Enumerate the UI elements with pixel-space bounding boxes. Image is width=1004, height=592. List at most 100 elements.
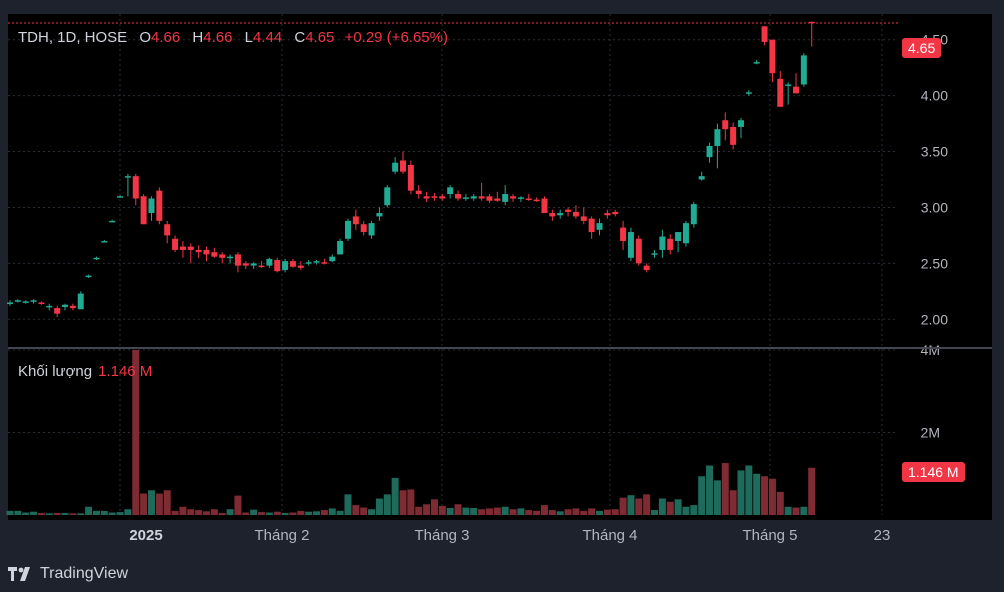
volume-bar xyxy=(509,509,517,515)
volume-bar xyxy=(61,512,69,515)
candle-body xyxy=(415,190,422,195)
volume-bar xyxy=(729,490,737,515)
candle-body xyxy=(93,257,100,260)
volume-bar xyxy=(792,507,800,515)
volume-bar xyxy=(800,506,808,515)
candle-body xyxy=(85,275,92,278)
volume-bar xyxy=(375,498,383,515)
volume-bar xyxy=(493,507,501,515)
candle-body xyxy=(46,305,53,308)
candle-body xyxy=(730,126,737,145)
volume-bar xyxy=(30,511,38,515)
brand-name: TradingView xyxy=(40,565,129,582)
candle-body xyxy=(219,254,226,258)
candle-body xyxy=(517,197,524,199)
volume-bar xyxy=(22,512,30,515)
price-tick-label: 3.00 xyxy=(921,199,948,215)
symbol-legend[interactable]: TDH, 1D, HOSE O4.66 H4.66 L4.44 C4.65 +0… xyxy=(18,29,448,46)
volume-bar xyxy=(533,510,541,515)
volume-bar xyxy=(85,506,93,515)
candle-body xyxy=(77,293,84,310)
volume-bar xyxy=(548,510,556,515)
candle-body xyxy=(384,187,391,206)
candle-body xyxy=(533,199,540,202)
candle-body xyxy=(714,129,721,146)
volume-bar xyxy=(446,507,454,515)
candle-body xyxy=(541,198,548,214)
volume-bar xyxy=(53,512,61,515)
candle-body xyxy=(793,86,799,94)
candle-body xyxy=(337,241,344,255)
candle-body xyxy=(30,300,37,302)
volume-bar xyxy=(611,509,619,515)
candle-body xyxy=(282,261,289,271)
volume-bar xyxy=(540,505,548,515)
volume-bar xyxy=(37,512,45,515)
candle-body xyxy=(164,224,171,236)
plot-background xyxy=(8,14,992,520)
open-value: 4.66 xyxy=(151,29,181,46)
volume-bar xyxy=(776,491,784,515)
symbol-label[interactable]: TDH, 1D, HOSE xyxy=(18,29,128,46)
last-volume-tag: 1.146 M xyxy=(902,462,965,482)
volume-bar xyxy=(415,506,423,515)
candle-body xyxy=(400,160,406,172)
candle-body xyxy=(140,196,147,225)
volume-bar xyxy=(517,508,525,515)
volume-bar xyxy=(108,512,116,515)
tradingview-brand[interactable]: TradingView xyxy=(8,565,128,583)
volume-legend[interactable]: Khối lượng 1.146 M xyxy=(18,363,152,380)
low-label: L xyxy=(244,29,253,46)
candle-body xyxy=(14,300,21,302)
volume-bar xyxy=(572,508,580,515)
candle-body xyxy=(187,246,194,250)
candle-body xyxy=(321,262,328,264)
candle-body xyxy=(604,213,611,216)
candle-body xyxy=(227,256,234,259)
candle-body xyxy=(659,236,666,250)
candle-body xyxy=(329,256,336,262)
volume-bar xyxy=(179,506,187,515)
volume-bar xyxy=(666,501,674,515)
volume-bar xyxy=(698,476,706,515)
candle-body xyxy=(572,211,579,217)
candle-body xyxy=(455,194,462,199)
volume-tick-label: 4M xyxy=(921,342,940,358)
volume-bar xyxy=(336,510,344,515)
volume-bar xyxy=(140,493,148,515)
candle-body xyxy=(7,302,13,305)
volume-bar xyxy=(808,467,816,515)
volume-bar xyxy=(360,507,368,515)
candle-body xyxy=(289,261,296,267)
candle-body xyxy=(313,261,320,263)
time-axis[interactable]: 2025 Tháng 2 Tháng 3 Tháng 4 Tháng 5 23 xyxy=(129,527,890,544)
volume-bar xyxy=(753,473,761,515)
volume-bar xyxy=(470,507,478,515)
volume-bar xyxy=(171,510,179,515)
volume-bar xyxy=(195,510,203,515)
candles-layer xyxy=(7,21,815,318)
time-tick-label: Tháng 4 xyxy=(582,527,637,544)
price-tick-label: 2.00 xyxy=(921,311,948,327)
candle-body xyxy=(376,213,383,217)
volume-bar xyxy=(45,513,53,515)
tradingview-logo-icon xyxy=(8,567,30,581)
candle-body xyxy=(462,197,469,199)
price-tick-label: 4.00 xyxy=(921,88,948,104)
candle-body xyxy=(596,223,603,230)
candle-body xyxy=(297,265,304,268)
volume-label: Khối lượng xyxy=(18,363,93,380)
volume-bar xyxy=(501,506,509,515)
volume-bar xyxy=(163,490,171,515)
candle-body xyxy=(808,21,815,24)
volume-bar xyxy=(399,490,407,515)
candle-body xyxy=(706,145,713,158)
candle-body xyxy=(274,260,281,272)
volume-bar xyxy=(430,499,438,515)
candle-body xyxy=(431,196,438,198)
volume-bar xyxy=(6,510,14,515)
candle-body xyxy=(737,120,744,127)
volume-bar xyxy=(713,480,721,515)
volume-bar xyxy=(281,512,289,515)
